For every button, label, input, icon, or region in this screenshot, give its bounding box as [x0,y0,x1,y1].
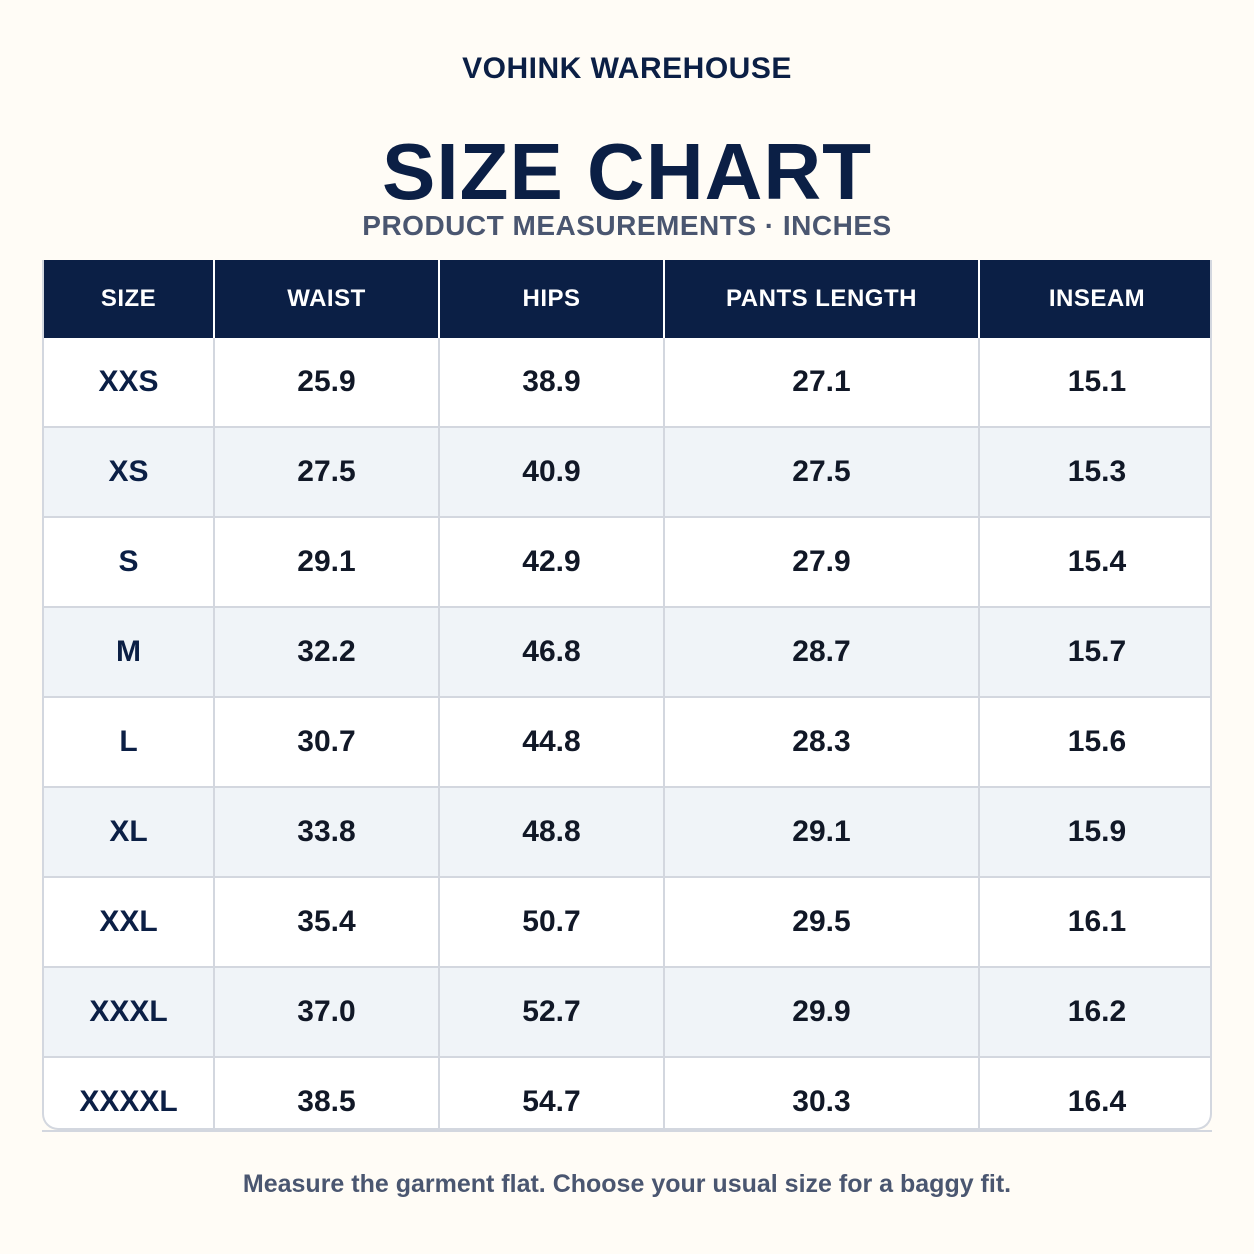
waist-cell: 35.4 [213,876,439,967]
hips-cell: 54.7 [438,1056,664,1128]
inseam-cell: 15.1 [978,338,1210,427]
inseam-cell: 16.4 [978,1056,1210,1128]
waist-cell: 38.5 [213,1056,439,1128]
waist-cell: 33.8 [213,786,439,877]
inseam-cell: 15.3 [978,426,1210,517]
hips-cell: 50.7 [438,876,664,967]
size-cell: XXS [98,365,159,398]
hips-cell: 38.9 [438,338,664,427]
table-row: XS 27.5 40.9 27.5 15.3 [44,426,1210,517]
pants-length-cell: 28.3 [663,696,979,787]
hips-cell: 42.9 [438,516,664,607]
page-subtitle: PRODUCT MEASUREMENTS · INCHES [362,210,892,241]
hips-cell: 44.8 [438,696,664,787]
inseam-cell: 15.7 [978,606,1210,697]
pants-length-cell: 30.3 [663,1056,979,1128]
table-header-row: SIZE WAIST HIPS PANTS LENGTH INSEAM [44,260,1210,338]
inseam-cell: 16.1 [978,876,1210,967]
table-row: XL 33.8 48.8 29.1 15.9 [44,786,1210,877]
waist-cell: 37.0 [213,966,439,1057]
size-cell: L [44,696,214,787]
column-header-pants-length: PANTS LENGTH [663,260,979,338]
table-row: XXL 35.4 50.7 29.5 16.1 [44,876,1210,967]
size-cell: XXXL [44,966,214,1057]
size-cell: XS [44,426,214,517]
hips-cell: 48.8 [438,786,664,877]
pants-length-cell: 27.9 [663,516,979,607]
pants-length-cell: 29.1 [663,786,979,877]
divider [42,1130,1212,1132]
waist-cell: 29.1 [213,516,439,607]
column-header-hips: HIPS [438,260,664,338]
size-cell: S [44,516,214,607]
size-cell: XL [44,786,214,877]
waist-cell: 25.9 [213,338,439,427]
inseam-cell: 15.4 [978,516,1210,607]
hips-cell: 52.7 [438,966,664,1057]
pants-length-cell: 27.1 [663,338,979,427]
table-row: XXXL 37.0 52.7 29.9 16.2 [44,966,1210,1057]
size-cell: M [44,606,214,697]
inseam-cell: 16.2 [978,966,1210,1057]
inseam-cell: 15.9 [978,786,1210,877]
inseam-cell: 15.6 [978,696,1210,787]
column-header-size: SIZE [44,260,214,338]
footnote: Measure the garment flat. Choose your us… [242,1170,1012,1198]
size-table-container: SIZE WAIST HIPS PANTS LENGTH INSEAM XXS … [42,260,1212,1130]
column-header-inseam: INSEAM [978,260,1210,338]
table-row: XXS 25.9 38.9 27.1 15.1 [44,338,1210,427]
table-row: L 30.7 44.8 28.3 15.6 [44,696,1210,787]
pants-length-cell: 29.5 [663,876,979,967]
waist-cell: 32.2 [213,606,439,697]
pants-length-cell: 29.9 [663,966,979,1057]
pants-length-cell: 27.5 [663,426,979,517]
column-header-waist: WAIST [213,260,439,338]
table-row: M 32.2 46.8 28.7 15.7 [44,606,1210,697]
table-row: S 29.1 42.9 27.9 15.4 [44,516,1210,607]
page-title: SIZE CHART [382,127,872,216]
table-row: XXXXL 38.5 54.7 30.3 16.4 [44,1056,1210,1128]
waist-cell: 27.5 [213,426,439,517]
waist-cell: 30.7 [213,696,439,787]
size-cell: XXL [44,876,214,967]
hips-cell: 46.8 [438,606,664,697]
hips-cell: 40.9 [438,426,664,517]
brand-name: VOHINK WAREHOUSE [462,52,792,85]
size-table: SIZE WAIST HIPS PANTS LENGTH INSEAM XXS … [44,260,1210,1128]
size-cell: XXXXL [44,1056,214,1128]
pants-length-cell: 28.7 [663,606,979,697]
